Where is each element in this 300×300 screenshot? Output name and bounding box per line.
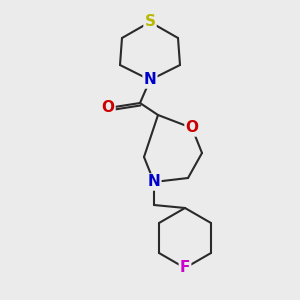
Text: N: N <box>144 73 156 88</box>
Text: O: O <box>101 100 115 116</box>
Text: S: S <box>145 14 155 29</box>
Text: N: N <box>148 175 160 190</box>
Text: O: O <box>185 121 199 136</box>
Text: F: F <box>180 260 190 275</box>
